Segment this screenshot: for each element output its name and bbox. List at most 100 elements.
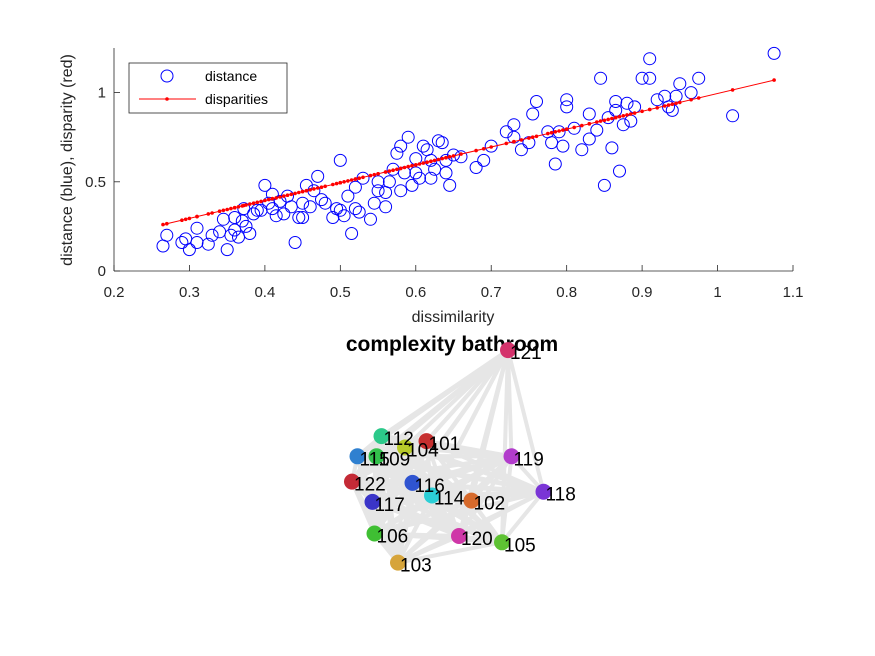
distance-point (243, 227, 257, 240)
legend-entry-distance: distance (205, 68, 257, 84)
network-node-112 (373, 428, 390, 445)
disparity-point (266, 197, 271, 202)
disparity-point (670, 102, 675, 106)
disparity-point (331, 182, 335, 187)
disparity-point (519, 138, 524, 142)
disparity-point (772, 78, 776, 82)
disparity-point (436, 157, 441, 162)
disparity-point (395, 167, 399, 172)
distance-point (205, 228, 219, 242)
disparity-point (304, 188, 309, 193)
disparity-point (459, 152, 463, 156)
network-node-label: 106 (377, 527, 409, 548)
disparity-point (289, 192, 294, 197)
distance-point (182, 243, 196, 257)
distance-point (390, 146, 404, 160)
disparity-point (334, 181, 339, 186)
distance-point (237, 202, 251, 216)
distance-point (443, 178, 457, 192)
disparity-point (391, 168, 395, 172)
network-node-114 (424, 487, 440, 504)
distance-point (609, 95, 623, 108)
network-node-115 (349, 448, 366, 465)
network-edge (506, 348, 546, 494)
legend-marker-disparities-dot (165, 97, 169, 101)
disparity-point (308, 188, 313, 192)
distance-point (348, 180, 362, 194)
network-node-105 (494, 534, 510, 551)
distance-point (530, 95, 543, 108)
x-tick-label: 0.8 (556, 284, 577, 301)
disparity-point (210, 211, 214, 215)
distance-point (296, 196, 310, 210)
distance-point (371, 175, 385, 189)
disparity-point (678, 100, 682, 105)
disparity-point (662, 104, 667, 108)
disparity-point (368, 173, 373, 178)
network-edge (396, 534, 461, 565)
distance-point (382, 175, 396, 189)
distance-point (394, 139, 408, 153)
network-node-119 (503, 448, 520, 465)
network-node-label: 102 (474, 494, 506, 515)
disparity-point (282, 194, 286, 198)
disparity-point (429, 159, 433, 164)
distance-point (613, 164, 626, 178)
disparity-point (278, 195, 282, 199)
distance-point (556, 139, 570, 153)
disparity-point (730, 88, 735, 92)
distance-point (318, 196, 332, 210)
legend-marker-distance (160, 69, 174, 83)
disparity-point (621, 114, 626, 118)
distance-point (292, 211, 306, 224)
distance-point (394, 184, 408, 198)
disparity-point (655, 106, 659, 110)
distance-point (643, 71, 657, 85)
disparity-point (530, 135, 535, 139)
network-node-label: 115 (360, 449, 390, 470)
network-edge (370, 498, 474, 504)
disparity-point (346, 179, 350, 183)
network-edge (370, 499, 504, 545)
network-node-label: 120 (461, 529, 493, 550)
disparity-point (696, 96, 701, 100)
disparity-point (489, 145, 494, 149)
disparity-point (293, 191, 297, 196)
distance-point (582, 132, 596, 146)
disparity-point (474, 148, 478, 153)
disparity-point (398, 166, 403, 171)
disparity-point (587, 122, 592, 126)
distance-point (767, 46, 781, 60)
network-edge (350, 454, 514, 484)
disparity-point (527, 136, 531, 140)
distance-point (288, 236, 302, 249)
distance-point (296, 211, 310, 224)
disparity-point (300, 189, 305, 194)
disparity-point (561, 128, 565, 132)
disparity-point (180, 218, 184, 222)
distance-point (477, 153, 491, 167)
y-tick-label: 1 (98, 85, 106, 102)
distance-point (635, 71, 649, 85)
disparity-point (444, 155, 448, 160)
network-node-label: 104 (407, 441, 439, 462)
disparity-point (580, 123, 584, 128)
network-node-label: 119 (514, 449, 544, 470)
network-node-label: 122 (354, 475, 386, 496)
disparity-point (617, 114, 622, 119)
network-node-label: 114 (434, 489, 465, 510)
y-axis-label: distance (blue), disparity (red) (59, 54, 76, 266)
distance-point (514, 143, 528, 157)
distance-point (277, 207, 291, 221)
network-edge (396, 493, 434, 565)
x-axis-label: dissimilarity (412, 309, 495, 326)
distance-point (333, 153, 347, 167)
disparity-point (606, 117, 610, 122)
distance-point (692, 71, 706, 85)
network-node-label: 109 (379, 449, 411, 470)
y-tick-label: 0.5 (85, 174, 106, 191)
disparity-point (549, 130, 554, 135)
disparity-point (255, 200, 260, 205)
distance-point (726, 109, 740, 123)
disparity-point (625, 113, 629, 117)
